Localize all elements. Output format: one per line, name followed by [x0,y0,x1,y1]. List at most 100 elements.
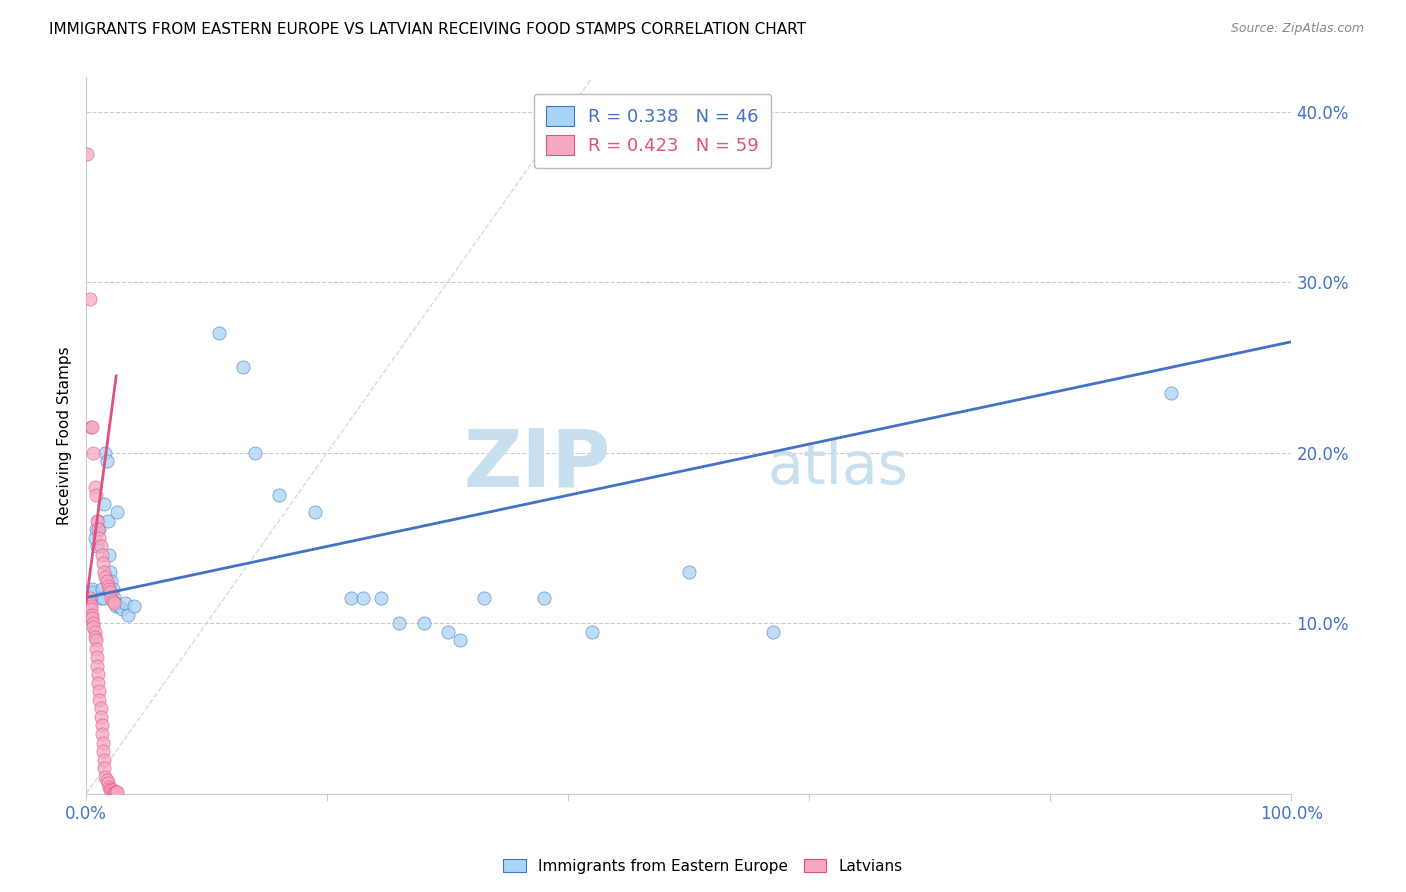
Point [90,591,112,605]
Point [94,770,117,784]
Text: ZIP: ZIP [463,425,610,503]
Point [82,611,104,625]
Point [105,599,128,613]
Point [107,599,129,613]
Point [93,497,115,511]
Point [340,591,363,605]
Point [90,582,112,596]
Point [98,780,121,794]
Point [232,360,254,375]
Point [79,596,101,610]
Point [82,619,104,633]
Point [84,522,107,536]
Point [93,565,115,579]
Point [84,488,107,502]
Point [90,548,112,562]
Point [104,785,127,799]
Point [98,585,121,599]
Point [86,540,108,554]
Text: IMMIGRANTS FROM EASTERN EUROPE VS LATVIAN RECEIVING FOOD STAMPS CORRELATION CHAR: IMMIGRANTS FROM EASTERN EUROPE VS LATVIA… [49,22,806,37]
Point [86,658,108,673]
Text: atlas: atlas [768,439,908,496]
Point [83,624,105,639]
Point [117,607,139,622]
Point [101,582,124,596]
Point [352,591,374,605]
Legend: Immigrants from Eastern Europe, Latvians: Immigrants from Eastern Europe, Latvians [498,853,908,880]
Point [87,667,110,681]
Point [79,292,101,306]
Point [89,684,111,698]
Point [96,772,118,787]
Point [83,531,105,545]
Point [76,147,98,161]
Point [472,591,495,605]
Point [84,633,107,648]
Point [107,785,129,799]
Point [100,574,122,588]
Point [105,785,128,799]
Point [87,522,110,536]
Point [87,676,110,690]
Point [100,783,122,797]
Point [94,570,117,584]
Point [94,445,117,459]
Point [93,753,115,767]
Point [107,505,129,519]
Point [89,522,111,536]
Point [97,776,120,790]
Point [91,735,114,749]
Point [87,514,110,528]
Point [97,514,120,528]
Point [97,579,120,593]
Point [89,693,111,707]
Point [412,616,434,631]
Point [114,596,136,610]
Point [388,616,411,631]
Point [103,591,125,605]
Point [86,514,108,528]
Point [79,591,101,605]
Point [762,624,785,639]
Point [90,701,112,715]
Point [83,630,105,644]
Point [101,783,124,797]
Point [90,727,112,741]
Point [101,594,124,608]
Point [82,585,104,599]
Point [436,624,458,639]
Point [1160,385,1182,400]
Point [84,641,107,656]
Point [83,480,105,494]
Point [124,599,146,613]
Point [80,420,103,434]
Point [98,582,121,596]
Point [82,607,104,622]
Point [449,633,471,648]
Point [82,582,104,596]
Point [91,557,114,571]
Point [104,596,127,610]
Point [90,540,112,554]
Point [96,574,118,588]
Point [90,710,112,724]
Point [208,326,231,341]
Point [93,761,115,775]
Point [533,591,555,605]
Point [103,596,125,610]
Point [86,650,108,665]
Point [111,602,134,616]
Point [304,505,326,519]
Point [98,781,121,796]
Point [98,565,121,579]
Point [82,445,104,459]
Y-axis label: Receiving Food Stamps: Receiving Food Stamps [58,346,72,524]
Point [370,591,392,605]
Point [91,744,114,758]
Point [267,488,290,502]
Point [80,591,103,605]
Point [243,445,266,459]
Point [80,602,103,616]
Point [100,591,122,605]
Legend: R = 0.338   N = 46, R = 0.423   N = 59: R = 0.338 N = 46, R = 0.423 N = 59 [534,94,772,168]
